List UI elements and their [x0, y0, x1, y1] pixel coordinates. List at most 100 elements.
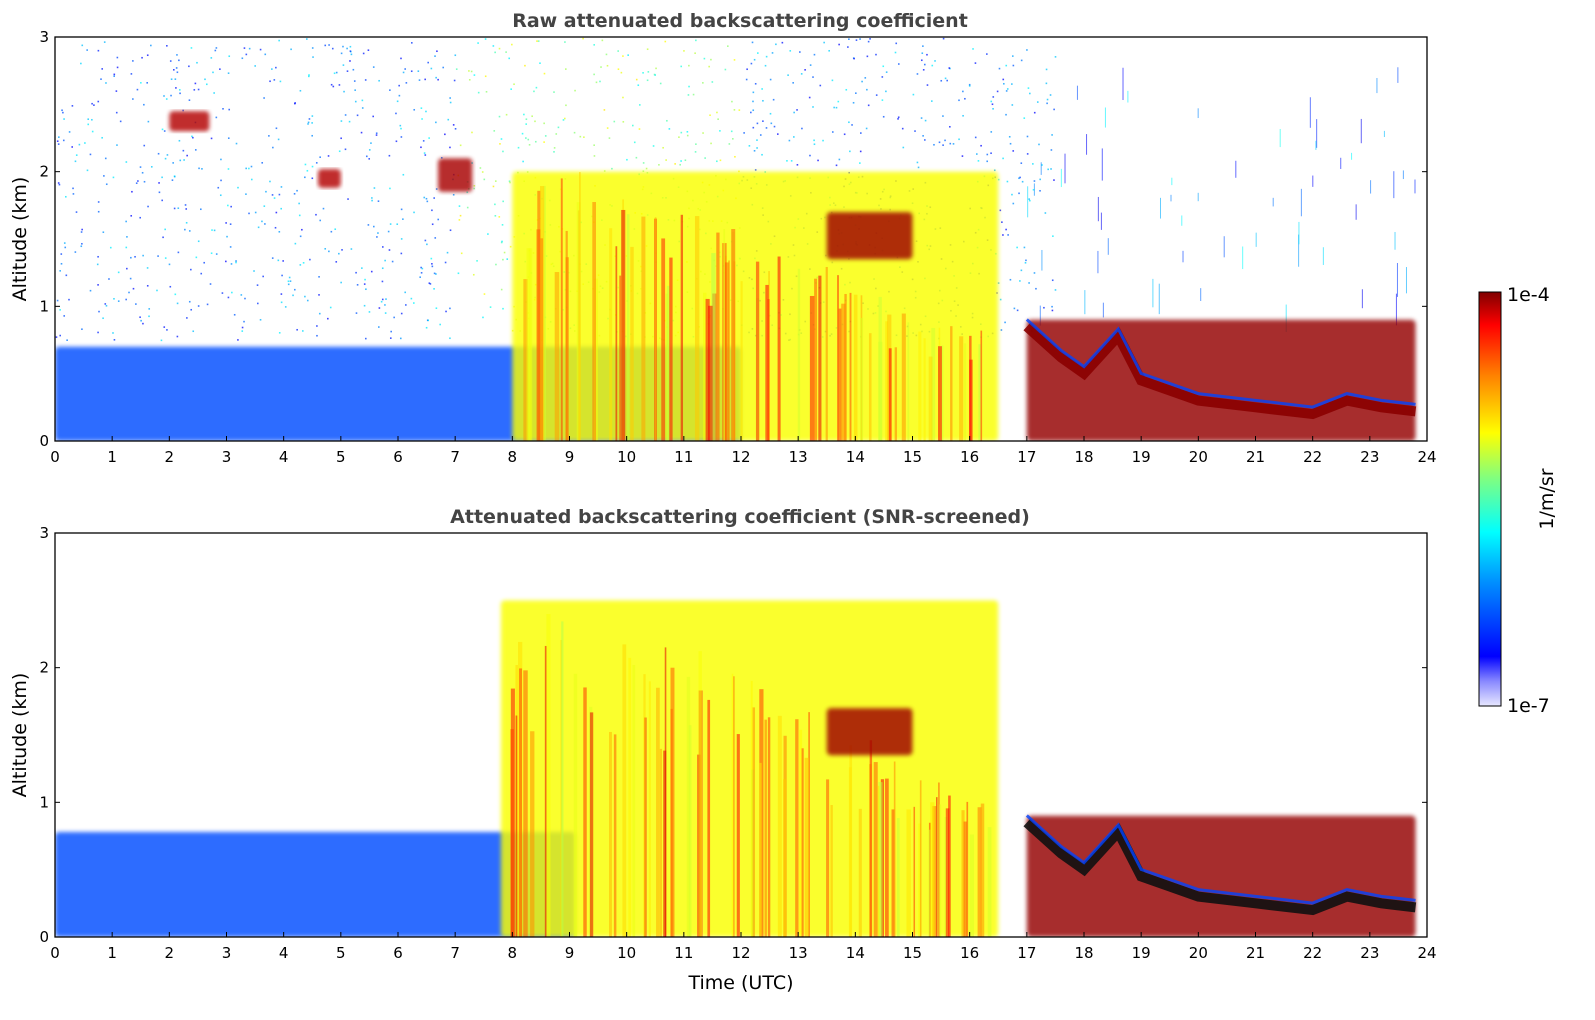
noise-speckle [680, 131, 683, 134]
noise-speckle [866, 55, 869, 58]
noise-speckle [135, 182, 138, 184]
noise-speckle [1002, 78, 1005, 81]
noise-speckle [993, 169, 996, 172]
noise-streak [1370, 180, 1372, 194]
noise-speckle [338, 252, 340, 255]
plume-streak [615, 246, 618, 441]
plume-streak [901, 313, 906, 441]
noise-speckle [278, 332, 281, 334]
noise-speckle [1033, 111, 1036, 114]
plume-streak [539, 186, 545, 441]
noise-speckle [838, 158, 841, 161]
noise-speckle [72, 193, 75, 195]
x-tick-label: 14 [846, 448, 865, 466]
noise-speckle [686, 134, 689, 137]
plume-streak [885, 778, 889, 937]
noise-speckle [56, 299, 59, 302]
noise-streak [1285, 304, 1287, 332]
noise-speckle [275, 127, 278, 130]
noise-speckle [923, 63, 926, 66]
noise-speckle [288, 276, 291, 279]
noise-speckle [513, 83, 515, 86]
noise-speckle [946, 79, 948, 82]
noise-speckle [368, 158, 371, 160]
noise-streak [1197, 108, 1199, 119]
noise-speckle [1011, 193, 1013, 196]
noise-speckle [375, 134, 378, 136]
noise-streak [1182, 250, 1184, 263]
plume-streak [809, 295, 815, 441]
noise-speckle [72, 187, 74, 190]
noise-speckle [916, 73, 919, 75]
noise-speckle [420, 271, 423, 274]
noise-speckle [259, 318, 262, 321]
noise-speckle [881, 76, 884, 78]
noise-streak [1027, 186, 1029, 218]
noise-speckle [449, 307, 451, 310]
noise-speckle [565, 68, 567, 70]
noise-speckle [101, 136, 103, 139]
noise-speckle [354, 100, 357, 103]
feature-high-cloud-patch [438, 158, 473, 192]
x-tick-label: 18 [1074, 944, 1093, 962]
plume-streak [961, 810, 965, 937]
noise-speckle [146, 267, 149, 269]
noise-speckle [553, 147, 556, 149]
noise-speckle [156, 289, 158, 292]
noise-speckle [787, 74, 789, 76]
noise-speckle [197, 240, 200, 243]
noise-speckle [897, 116, 900, 119]
noise-speckle [58, 183, 61, 186]
noise-speckle [1051, 309, 1054, 312]
noise-speckle [664, 40, 667, 43]
noise-speckle [271, 68, 273, 70]
noise-speckle [349, 60, 351, 62]
noise-speckle [368, 311, 371, 313]
noise-speckle [484, 38, 487, 40]
noise-speckle [894, 51, 897, 54]
plume-streak [837, 275, 839, 441]
noise-speckle [139, 216, 141, 219]
noise-speckle [845, 88, 848, 91]
noise-speckle [262, 275, 264, 278]
noise-speckle [449, 146, 451, 149]
noise-speckle [306, 38, 308, 40]
noise-speckle [537, 40, 540, 42]
noise-speckle [132, 287, 135, 290]
noise-speckle [75, 154, 78, 156]
plume-streak [825, 266, 828, 441]
x-tick-label: 15 [903, 448, 922, 466]
noise-speckle [437, 218, 440, 221]
plume-streak [619, 275, 622, 441]
noise-speckle [968, 83, 971, 86]
noise-speckle [132, 60, 134, 62]
noise-speckle [990, 152, 992, 155]
noise-speckle [395, 112, 397, 115]
noise-speckle [163, 326, 166, 328]
noise-speckle [280, 207, 282, 210]
noise-speckle [593, 155, 596, 157]
noise-speckle [215, 47, 218, 49]
noise-speckle [756, 139, 758, 141]
noise-speckle [334, 228, 337, 231]
noise-speckle [161, 128, 164, 131]
noise-speckle [502, 307, 504, 310]
noise-speckle [867, 40, 870, 43]
noise-speckle [997, 282, 1000, 284]
y-tick-label: 1 [39, 297, 49, 315]
noise-speckle [638, 128, 641, 130]
noise-speckle [942, 37, 945, 40]
noise-speckle [695, 39, 697, 42]
noise-speckle [505, 51, 507, 53]
noise-speckle [931, 64, 934, 67]
plume-streak [530, 731, 535, 937]
colorbar-gradient [1478, 291, 1502, 707]
noise-speckle [89, 153, 92, 156]
noise-speckle [277, 138, 280, 141]
noise-speckle [248, 167, 250, 170]
x-tick-label: 16 [960, 944, 979, 962]
noise-speckle [265, 190, 267, 193]
plume-streak [576, 202, 581, 441]
noise-speckle [525, 123, 528, 125]
noise-speckle [80, 62, 82, 65]
